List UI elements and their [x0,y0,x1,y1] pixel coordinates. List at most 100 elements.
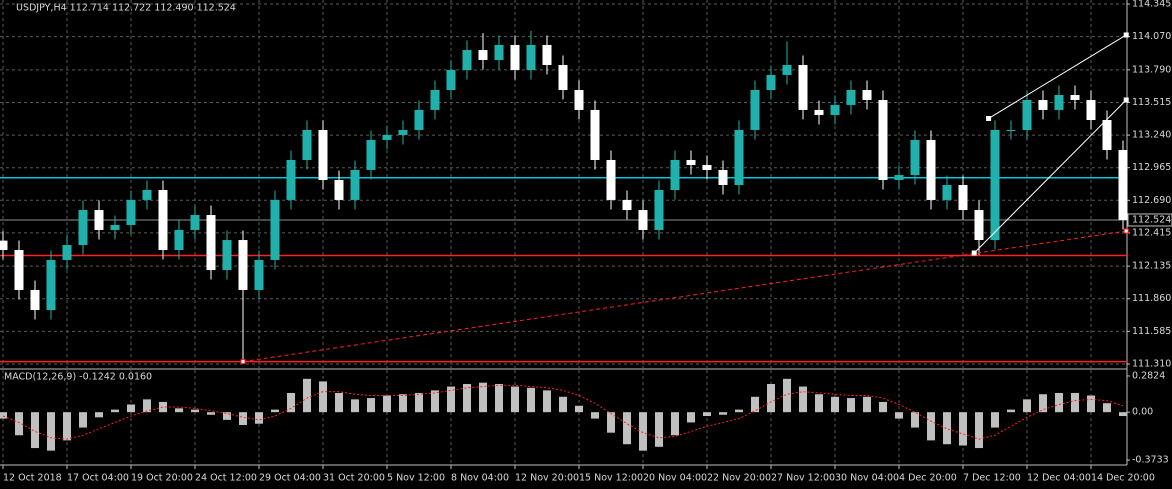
candle-body [1022,99,1032,130]
y-tick-label: 112.690 [1132,195,1171,206]
candle-body [398,129,408,135]
candle-body [254,259,264,290]
macd-bar [879,401,887,413]
candle-body [222,240,232,271]
candle-body [782,64,792,75]
candle-body [462,50,472,70]
x-tick-label: 8 Nov 04:00 [451,473,509,484]
candle-body [1054,94,1064,110]
candle-body [414,109,424,130]
x-tick-label: 30 Nov 04:00 [835,473,899,484]
candle-body [334,180,344,200]
candle-body [622,199,632,211]
macd-bar [383,395,391,413]
macd-bar [959,412,967,446]
macd-bar [1039,394,1047,413]
trendline-anchor [971,250,977,256]
macd-bar [831,396,839,413]
candle-body [926,139,936,200]
candle-body [318,129,328,181]
macd-bar [1023,399,1031,413]
macd-bar [255,412,263,424]
macd-bar [751,396,759,413]
macd-bar [287,392,295,413]
macd-bar [111,409,119,413]
candle-body [830,104,840,116]
macd-bar [207,412,215,415]
candle-body [142,189,152,200]
macd-bar [415,392,423,413]
x-tick-label: 27 Nov 12:00 [771,473,835,484]
candle-body [718,169,728,186]
macd-bar [943,412,951,445]
macd-bar [175,408,183,413]
candle-body [366,139,376,170]
y-tick-label: 113.790 [1132,64,1171,75]
candle-body [94,210,104,230]
macd-bar [1055,392,1063,413]
macd-bar [527,387,535,413]
candle-body [526,44,536,70]
candle-body [974,210,984,241]
candle-body [494,44,504,61]
macd-bar [815,394,823,413]
macd-signal [2,384,1124,440]
macd-bar [303,378,311,413]
macd-bar [463,383,471,413]
candle-body [990,129,1000,241]
trendline-anchor [986,115,992,121]
macd-bar [927,412,935,441]
macd-bar [239,412,247,425]
x-tick-label: 20 Nov 04:00 [643,473,707,484]
candle-body [606,159,616,200]
macd-bar [911,412,919,428]
macd-bar [495,383,503,413]
candle-body [1006,129,1016,131]
macd-bar [639,412,647,451]
y-tick-label: 112.415 [1132,227,1171,238]
macd-bar [223,412,231,420]
indicator-title: MACD(12,26,9) -0.1242 0.0160 [4,372,152,383]
candle-body [542,44,552,65]
macd-bar [783,378,791,413]
candle-body [1038,99,1048,110]
macd-bar [143,399,151,413]
trendline [242,230,1127,363]
candle-body [654,189,664,230]
trendline-anchor [1123,97,1129,103]
macd-bar [799,386,807,413]
candle-body [238,240,248,290]
y2-tick-label: 0.00 [1132,407,1153,418]
x-tick-label: 17 Oct 04:00 [67,473,129,484]
y-tick-label: 113.515 [1132,97,1171,108]
x-tick-label: 14 Dec 20:00 [1091,473,1155,484]
y-tick-label: 112.135 [1132,261,1171,272]
macd-bar [1071,392,1079,413]
candle-body [286,159,296,200]
candle-body [302,129,312,160]
candle-body [910,139,920,176]
candle-body [190,215,200,230]
candle-body [174,229,184,250]
x-tick-label: 19 Oct 20:00 [131,473,193,484]
candle-body [78,210,88,246]
y-tick-label: 111.585 [1132,326,1171,337]
candle-body [942,185,952,200]
macd-bar [735,409,743,413]
candle-body [686,159,696,165]
x-tick-label: 24 Oct 12:00 [195,473,257,484]
x-tick-label: 12 Nov 20:00 [515,473,579,484]
macd-bar [47,412,55,451]
x-tick-label: 7 Dec 12:00 [963,473,1021,484]
macd-bar [367,398,375,413]
trendline-anchor [1123,228,1129,234]
macd-bar [559,396,567,413]
candle-body [878,99,888,181]
macd-bar [991,412,999,428]
candle-body [126,199,136,225]
macd-bar [623,412,631,445]
candle-body [430,90,440,110]
x-tick-label: 12 Dec 04:00 [1027,473,1091,484]
candle-body [110,224,120,230]
macd-bar [191,409,199,413]
